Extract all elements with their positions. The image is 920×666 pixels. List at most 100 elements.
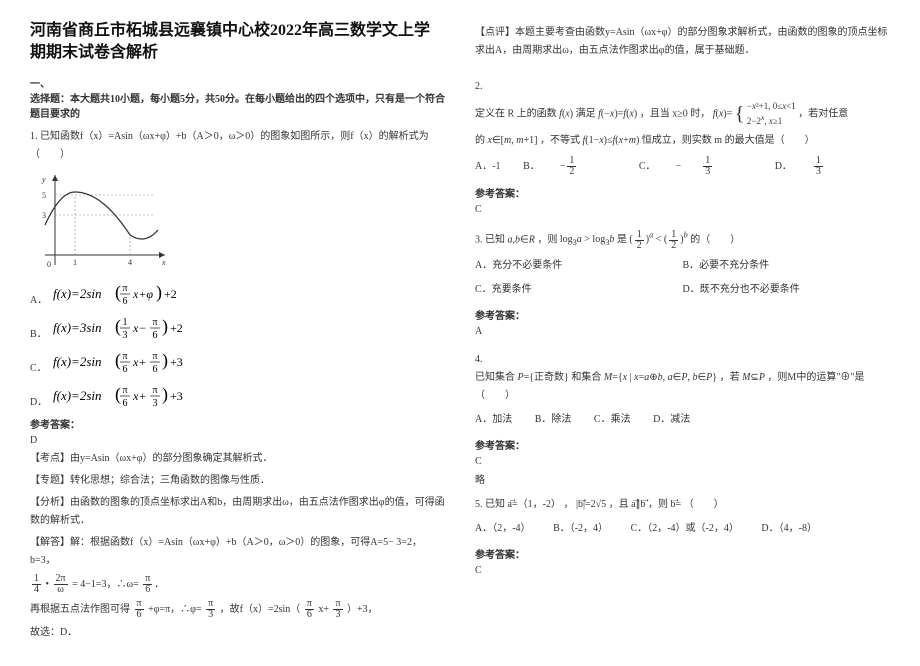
formula-a-svg: f(x)=2sin ( π 6 x+φ ) +2 bbox=[53, 280, 193, 306]
d: 2 bbox=[567, 167, 576, 177]
frac-den: ω bbox=[54, 585, 68, 595]
text: ，且当 x≥0 时， bbox=[640, 108, 711, 119]
svg-text:(: ( bbox=[115, 282, 121, 303]
q4-ans: C bbox=[475, 456, 890, 467]
section-number: 一、 bbox=[30, 77, 445, 92]
svg-text:6: 6 bbox=[152, 364, 157, 374]
opt-a-label: A． bbox=[30, 291, 47, 306]
svg-text:1: 1 bbox=[122, 317, 127, 328]
math-piecewise: f(x)= { −x²+1, 0≤x<1 2−2x, x≥1 bbox=[713, 96, 796, 132]
svg-text:f(x)=2sin: f(x)=2sin bbox=[53, 354, 101, 369]
svg-text:f(x)=3sin: f(x)=3sin bbox=[53, 320, 101, 335]
svg-text:x+φ: x+φ bbox=[132, 287, 153, 301]
math-parallel: →a∥→b bbox=[631, 499, 645, 510]
q4-stem: 4. 已知集合 P={正奇数} 和集合 M={x | x=a⊕b, a∈P, b… bbox=[475, 351, 890, 405]
q4-opt-a: A．加法 bbox=[475, 414, 512, 425]
q5-options: A．（2，-4） B．（-2，4） C．（2，-4）或（-2，4） D．（4，-… bbox=[475, 520, 890, 538]
text: x+ bbox=[318, 604, 329, 615]
svg-text:x: x bbox=[161, 258, 166, 267]
text: ，且 bbox=[609, 499, 629, 510]
q5-stem: 5. 已知 →a=（1，-2） ， |→b|=2√5 ，且 →a∥→b ，则 →… bbox=[475, 496, 890, 514]
q5-opt-d: D．（4，-8） bbox=[761, 523, 817, 534]
q2-opt-a: A．-1 bbox=[475, 161, 501, 172]
label: D． bbox=[775, 161, 792, 172]
math-ineq: f(1−x)≤f(x+m) bbox=[582, 135, 639, 146]
text: （ ） bbox=[684, 499, 724, 510]
q4-opt-c: C．乘法 bbox=[594, 414, 631, 425]
text: 恒成立，则实数 m 的最大值是（ ） bbox=[642, 135, 815, 146]
text: +φ=π，∴φ= bbox=[148, 604, 202, 615]
label: B． bbox=[523, 161, 540, 172]
q1-option-b: B． f(x)=3sin ( 1 3 x− π 6 ) +2 bbox=[30, 314, 445, 340]
page: 河南省商丘市柘城县远襄镇中心校2022年高三数学文上学期期末试卷含解析 一、 选… bbox=[30, 20, 890, 646]
q3-stem: 3. 已知 a,b∈R ，则 log3a > log3b 是 (12)a < (… bbox=[475, 229, 890, 251]
svg-text:5: 5 bbox=[42, 191, 46, 200]
q2-ans-label: 参考答案： bbox=[475, 185, 890, 200]
math-sub: M⊆P bbox=[742, 372, 765, 383]
q1-option-a: A． f(x)=2sin ( π 6 x+φ ) +2 bbox=[30, 280, 445, 306]
q1-expl-2: 【专题】转化思想；综合法；三角函数的图像与性质． bbox=[30, 472, 445, 490]
svg-text:x+: x+ bbox=[132, 355, 146, 369]
svg-text:x+: x+ bbox=[132, 389, 146, 403]
svg-text:6: 6 bbox=[152, 330, 157, 340]
math-a-vec: →a=（1，-2） bbox=[508, 499, 561, 510]
exam-title: 河南省商丘市柘城县远襄镇中心校2022年高三数学文上学期期末试卷含解析 bbox=[30, 20, 445, 65]
svg-text:): ) bbox=[162, 350, 168, 371]
q3-opt-b: B．必要不充分条件 bbox=[683, 257, 871, 275]
label: C． bbox=[639, 161, 656, 172]
svg-text:f(x)=2sin: f(x)=2sin bbox=[53, 388, 101, 403]
text: ，若 bbox=[720, 372, 740, 383]
svg-text:6: 6 bbox=[122, 364, 127, 374]
svg-text:6: 6 bbox=[123, 296, 128, 306]
q5-opt-a: A．（2，-4） bbox=[475, 523, 531, 534]
left-column: 河南省商丘市柘城县远襄镇中心校2022年高三数学文上学期期末试卷含解析 一、 选… bbox=[30, 20, 445, 646]
formula-b-svg: f(x)=3sin ( 1 3 x− π 6 ) +2 bbox=[53, 314, 203, 340]
q3-options: A．充分不必要条件 B．必要不充分条件 C．充要条件 D．既不充分也不必要条件 bbox=[475, 257, 890, 299]
math-fx: f(x) bbox=[559, 108, 573, 119]
q1-expl-1: 【考点】由y=Asin（ωx+φ）的部分图象确定其解析式． bbox=[30, 450, 445, 468]
q5-ans-label: 参考答案： bbox=[475, 546, 890, 561]
svg-text:π: π bbox=[123, 283, 128, 294]
math-xin: x∈[m, m+1] bbox=[488, 135, 538, 146]
frac-den: 6 bbox=[135, 610, 144, 620]
frac-den: 3 bbox=[206, 610, 215, 620]
q5-ans: C bbox=[475, 565, 890, 576]
q4-options: A．加法 B．除法 C．乘法 D．减法 bbox=[475, 411, 890, 429]
q2-ans: C bbox=[475, 204, 890, 215]
q4-opt-d: D．减法 bbox=[653, 414, 690, 425]
q1-ans: D bbox=[30, 435, 445, 446]
q2-num: 2. bbox=[475, 81, 483, 92]
svg-text:π: π bbox=[122, 351, 127, 362]
svg-text:(: ( bbox=[115, 316, 121, 337]
svg-text:+2: +2 bbox=[164, 287, 177, 301]
q5-num: 5. 已知 bbox=[475, 499, 505, 510]
q5-opt-b: B．（-2，4） bbox=[553, 523, 608, 534]
q2-stem: 2. 定义在 R 上的函数 f(x) 满足 f(−x)=f(x) ，且当 x≥0… bbox=[475, 78, 890, 150]
q1-ans-label: 参考答案： bbox=[30, 416, 445, 431]
text: ， bbox=[563, 499, 573, 510]
section-header: 一、 选择题：本大题共10小题，每小题5分，共50分。在每小题给出的四个选项中，… bbox=[30, 77, 445, 122]
svg-text:x−: x− bbox=[132, 321, 146, 335]
q3-num: 3. 已知 bbox=[475, 234, 505, 245]
q1-expl-line5: 再根据五点法作图可得 π6 +φ=π，∴φ= π3 ，故f（x）=2sin（ π… bbox=[30, 599, 445, 620]
q2-options: A．-1 B．−12 C．−13 D．13 bbox=[475, 156, 890, 177]
svg-text:): ) bbox=[162, 316, 168, 337]
text: 再根据五点法作图可得 bbox=[30, 604, 133, 615]
opt-d-label: D． bbox=[30, 393, 47, 408]
q3-opt-d: D．既不充分也不必要条件 bbox=[683, 281, 871, 299]
math-log: log3a > log3b bbox=[560, 234, 615, 245]
text: 已知集合 bbox=[475, 372, 515, 383]
svg-text:(: ( bbox=[115, 350, 121, 371]
math-b-mag: |→b|=2√5 bbox=[576, 499, 606, 510]
d: 3 bbox=[814, 167, 823, 177]
math-b-eq: →b= bbox=[671, 499, 682, 510]
q1-option-c: C． f(x)=2sin ( π 6 x+ π 6 ) +3 bbox=[30, 348, 445, 374]
frac-den: 4 bbox=[32, 585, 41, 595]
svg-text:π: π bbox=[152, 351, 157, 362]
svg-text:0: 0 bbox=[47, 260, 51, 269]
frac-den: 3 bbox=[333, 610, 342, 620]
q4-num: 4. bbox=[475, 354, 483, 365]
svg-text:): ) bbox=[162, 384, 168, 405]
q4-opt-b: B．除法 bbox=[535, 414, 572, 425]
svg-text:): ) bbox=[156, 282, 162, 303]
